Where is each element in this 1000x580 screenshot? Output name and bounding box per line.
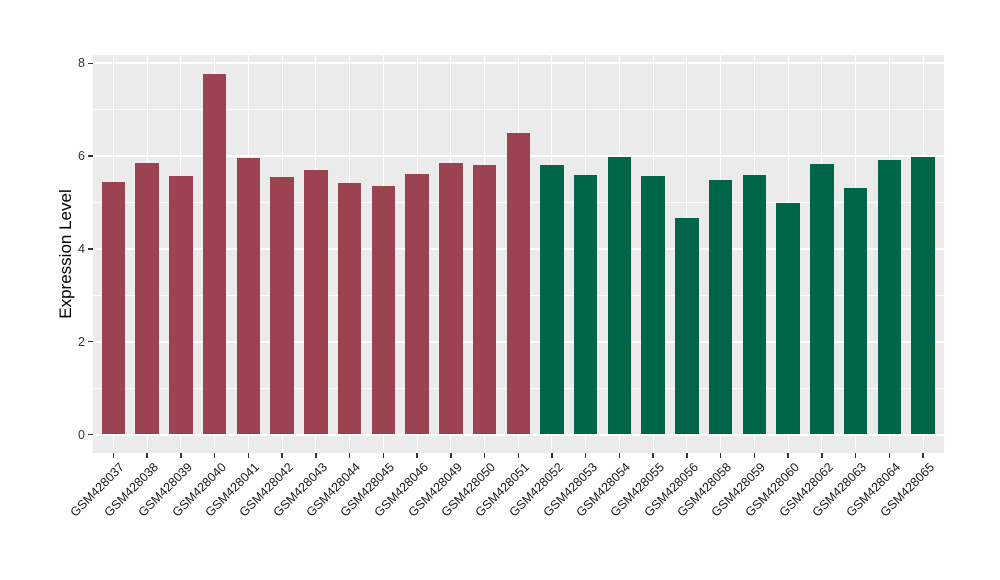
x-tick-mark (922, 453, 924, 458)
y-tick-label: 2 (78, 334, 85, 349)
x-tick-mark (584, 453, 587, 458)
x-tick-mark (348, 453, 351, 458)
bar-GSM428055 (641, 176, 665, 435)
bar-GSM428049 (439, 162, 463, 435)
bar-GSM428041 (236, 158, 261, 435)
x-tick-mark (112, 453, 115, 458)
bar-GSM428046 (405, 174, 429, 435)
y-tick-mark (88, 155, 93, 157)
y-tick-label: 4 (78, 241, 85, 256)
x-tick-mark (787, 453, 789, 458)
plot-panel (93, 55, 944, 453)
x-tick-mark (652, 453, 654, 458)
x-tick-mark (416, 453, 418, 458)
x-tick-mark (213, 453, 216, 458)
bar-GSM428042 (270, 177, 294, 435)
y-tick-mark (88, 248, 93, 250)
x-tick-mark (551, 453, 553, 458)
bar-GSM428051 (506, 132, 530, 435)
bar-GSM428053 (573, 175, 598, 435)
x-tick-mark (854, 453, 857, 458)
bar-GSM428063 (843, 187, 868, 435)
bar-GSM428060 (776, 202, 800, 435)
x-tick-mark (247, 453, 250, 458)
bar-GSM428058 (708, 180, 733, 435)
x-tick-mark (382, 453, 385, 458)
x-tick-mark (821, 453, 823, 458)
bar-GSM428045 (371, 186, 396, 435)
bar-GSM428056 (675, 218, 699, 435)
bar-GSM428059 (742, 174, 767, 435)
bar-GSM428052 (540, 164, 564, 435)
x-tick-mark (753, 453, 756, 458)
bar-GSM428054 (607, 157, 632, 435)
bar-GSM428044 (337, 183, 362, 435)
x-tick-mark (618, 453, 621, 458)
bar-GSM428064 (877, 159, 902, 435)
x-tick-mark (315, 453, 317, 458)
x-tick-mark (517, 453, 519, 458)
y-tick-mark (88, 62, 93, 65)
bar-GSM428038 (135, 163, 159, 435)
bar-GSM428062 (810, 164, 834, 435)
bar-GSM428065 (911, 157, 935, 435)
x-tick-mark (281, 453, 283, 458)
y-tick-mark (88, 433, 93, 436)
x-tick-mark (888, 453, 891, 458)
y-tick-label: 8 (78, 56, 85, 71)
bar-GSM428039 (169, 176, 193, 435)
x-tick-mark (180, 453, 182, 458)
bar-GSM428037 (101, 181, 126, 435)
y-tick-mark (88, 340, 93, 343)
x-tick-mark (483, 453, 486, 458)
bar-GSM428043 (304, 169, 328, 435)
bar-GSM428040 (202, 74, 227, 435)
y-tick-label: 6 (78, 149, 85, 164)
bar-GSM428050 (472, 165, 497, 435)
y-tick-label: 0 (78, 427, 85, 442)
x-tick-mark (450, 453, 452, 458)
x-tick-mark (146, 453, 148, 458)
x-tick-mark (719, 453, 722, 458)
x-tick-mark (686, 453, 688, 458)
